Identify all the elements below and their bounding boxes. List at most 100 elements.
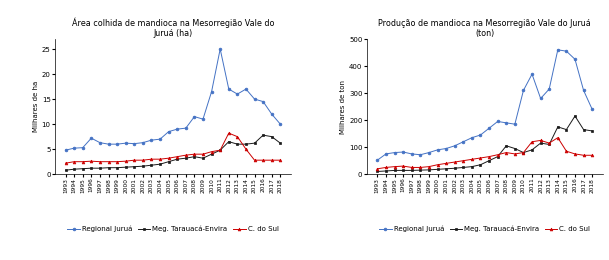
C. do Sul xyxy=(382,166,390,169)
C. do Sul xyxy=(217,149,224,152)
Regional Juruá xyxy=(276,122,284,126)
C. do Sul xyxy=(588,154,596,157)
Regional Juruá xyxy=(434,148,441,151)
Regional Juruá xyxy=(546,87,553,90)
C. do Sul xyxy=(460,159,467,162)
C. do Sul xyxy=(563,150,570,153)
Regional Juruá xyxy=(217,48,224,51)
Regional Juruá xyxy=(400,151,407,154)
Regional Juruá xyxy=(268,113,275,116)
Line: Meg. Tarauacá-Envira: Meg. Tarauacá-Envira xyxy=(376,115,594,173)
Regional Juruá xyxy=(251,98,258,101)
C. do Sul xyxy=(511,152,518,155)
Regional Juruá xyxy=(460,140,467,143)
Meg. Tarauacá-Envira xyxy=(494,155,501,158)
Title: Área colhida de mandioca na Mesorregião Vale do
Juruá (ha): Área colhida de mandioca na Mesorregião … xyxy=(72,17,274,38)
Meg. Tarauacá-Envira xyxy=(425,168,432,171)
C. do Sul xyxy=(417,166,424,169)
Regional Juruá xyxy=(208,90,215,93)
Meg. Tarauacá-Envira xyxy=(580,128,587,131)
C. do Sul xyxy=(580,154,587,157)
Meg. Tarauacá-Envira xyxy=(242,142,250,146)
Meg. Tarauacá-Envira xyxy=(122,166,129,169)
Regional Juruá xyxy=(485,127,493,130)
Regional Juruá xyxy=(554,48,561,51)
Meg. Tarauacá-Envira xyxy=(502,144,510,147)
C. do Sul xyxy=(485,155,493,158)
C. do Sul xyxy=(122,160,129,163)
Meg. Tarauacá-Envira xyxy=(88,167,95,170)
C. do Sul xyxy=(71,160,78,163)
Regional Juruá xyxy=(182,127,189,130)
Meg. Tarauacá-Envira xyxy=(157,162,164,166)
C. do Sul xyxy=(502,151,510,154)
Meg. Tarauacá-Envira xyxy=(259,134,267,137)
Meg. Tarauacá-Envira xyxy=(443,167,450,170)
Meg. Tarauacá-Envira xyxy=(225,140,233,143)
Meg. Tarauacá-Envira xyxy=(529,148,536,151)
Y-axis label: Milhares de ha: Milhares de ha xyxy=(33,81,39,132)
C. do Sul xyxy=(554,136,561,139)
Meg. Tarauacá-Envira xyxy=(105,166,112,169)
C. do Sul xyxy=(251,159,258,162)
Meg. Tarauacá-Envira xyxy=(276,142,284,145)
C. do Sul xyxy=(148,158,155,161)
Meg. Tarauacá-Envira xyxy=(485,159,493,162)
C. do Sul xyxy=(537,139,544,142)
Meg. Tarauacá-Envira xyxy=(251,142,258,145)
Regional Juruá xyxy=(563,50,570,53)
Regional Juruá xyxy=(199,118,206,121)
Meg. Tarauacá-Envira xyxy=(408,169,415,172)
Meg. Tarauacá-Envira xyxy=(208,153,215,156)
Meg. Tarauacá-Envira xyxy=(477,163,484,166)
Regional Juruá xyxy=(408,152,415,155)
C. do Sul xyxy=(165,157,172,160)
Regional Juruá xyxy=(571,58,579,61)
Regional Juruá xyxy=(382,152,390,155)
C. do Sul xyxy=(62,162,69,165)
Regional Juruá xyxy=(79,146,86,149)
Line: Regional Juruá: Regional Juruá xyxy=(64,48,282,152)
C. do Sul xyxy=(242,148,250,151)
Regional Juruá xyxy=(113,142,121,146)
Meg. Tarauacá-Envira xyxy=(374,170,381,173)
Regional Juruá xyxy=(443,147,450,150)
Meg. Tarauacá-Envira xyxy=(165,160,172,163)
Meg. Tarauacá-Envira xyxy=(139,165,147,168)
Regional Juruá xyxy=(417,153,424,156)
C. do Sul xyxy=(88,160,95,163)
Meg. Tarauacá-Envira xyxy=(546,143,553,146)
C. do Sul xyxy=(468,158,476,161)
Regional Juruá xyxy=(588,108,596,111)
C. do Sul xyxy=(199,153,206,156)
Regional Juruá xyxy=(71,147,78,150)
Regional Juruá xyxy=(451,144,459,147)
Legend: Regional Juruá, Meg. Tarauacá-Envira, C. do Sul: Regional Juruá, Meg. Tarauacá-Envira, C.… xyxy=(67,226,278,232)
Regional Juruá xyxy=(96,141,104,144)
C. do Sul xyxy=(434,163,441,166)
Meg. Tarauacá-Envira xyxy=(400,169,407,172)
C. do Sul xyxy=(208,150,215,153)
C. do Sul xyxy=(105,160,112,163)
Meg. Tarauacá-Envira xyxy=(434,168,441,171)
Regional Juruá xyxy=(225,88,233,91)
Meg. Tarauacá-Envira xyxy=(199,157,206,160)
Regional Juruá xyxy=(191,115,198,118)
C. do Sul xyxy=(79,160,86,163)
Regional Juruá xyxy=(122,142,129,145)
Regional Juruá xyxy=(425,151,432,154)
Regional Juruá xyxy=(165,130,172,133)
Meg. Tarauacá-Envira xyxy=(451,167,459,170)
Regional Juruá xyxy=(529,73,536,76)
Meg. Tarauacá-Envira xyxy=(217,149,224,152)
Meg. Tarauacá-Envira xyxy=(520,151,527,154)
Meg. Tarauacá-Envira xyxy=(96,167,104,170)
Regional Juruá xyxy=(148,139,155,142)
Meg. Tarauacá-Envira xyxy=(182,157,189,160)
Meg. Tarauacá-Envira xyxy=(554,125,561,128)
Regional Juruá xyxy=(174,128,181,131)
C. do Sul xyxy=(451,160,459,164)
Line: Regional Juruá: Regional Juruá xyxy=(376,48,594,161)
Regional Juruá xyxy=(62,149,69,152)
C. do Sul xyxy=(225,132,233,135)
